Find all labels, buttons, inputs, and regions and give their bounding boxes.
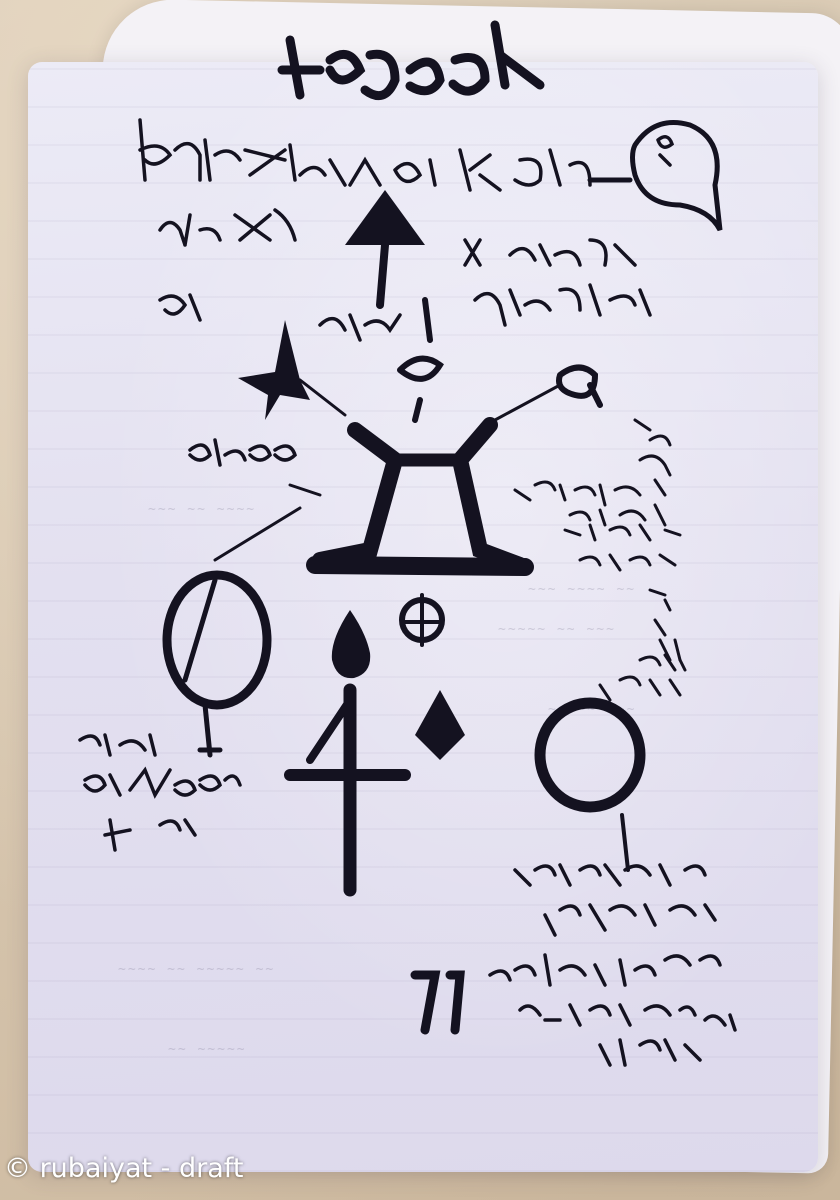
dagger-symbol xyxy=(284,683,411,897)
script-block-lower-left xyxy=(78,733,242,852)
circle-symbol-right xyxy=(534,697,646,872)
balloon-glyph xyxy=(656,135,675,167)
balloon-symbol xyxy=(587,120,723,232)
diamond-symbol xyxy=(415,690,465,760)
small-ring-symbol xyxy=(399,593,445,647)
central-arrow-symbol xyxy=(345,190,425,309)
watermark-text: © rubaiyat - draft xyxy=(4,1153,244,1184)
star-figure xyxy=(238,320,310,420)
right-glyph xyxy=(556,364,603,408)
bar-glyph xyxy=(410,970,465,1035)
diamond-mark xyxy=(397,297,444,423)
altar-symbol xyxy=(306,417,534,576)
script-block-lower-right xyxy=(488,863,737,1067)
droplet-symbol xyxy=(331,610,371,679)
script-line-upper-right xyxy=(463,238,652,327)
circle-symbol-left xyxy=(162,570,272,758)
heading-glyphs xyxy=(277,20,545,101)
script-line-upper-left xyxy=(138,118,297,322)
script-column-right xyxy=(513,418,687,702)
script-line-upper-middle xyxy=(298,148,592,342)
script-word-left xyxy=(188,438,298,467)
